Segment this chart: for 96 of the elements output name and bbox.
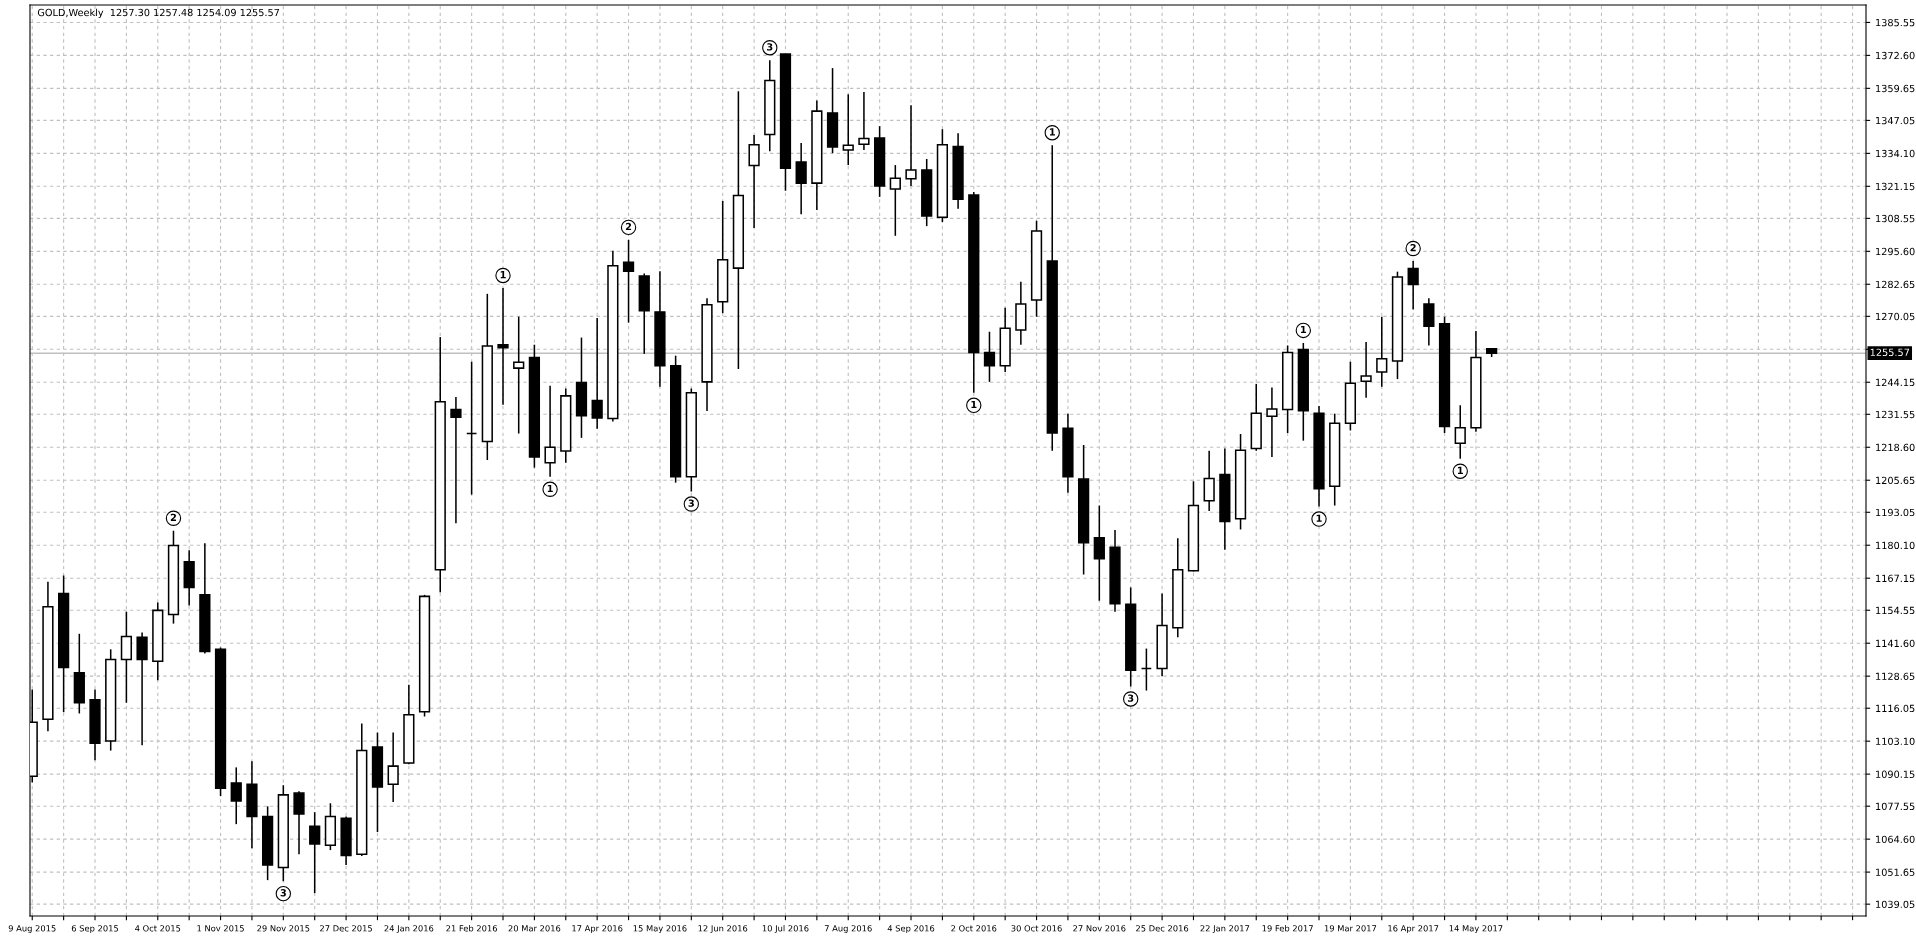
candlestick xyxy=(1093,504,1105,602)
candlestick xyxy=(591,317,603,430)
candlestick xyxy=(983,330,996,383)
x-tick-label: 10 Jul 2016 xyxy=(762,925,809,934)
candlestick xyxy=(905,104,917,187)
y-tick-label: 1205.65 xyxy=(1876,476,1915,485)
x-tick-label: 24 Jan 2016 xyxy=(384,925,434,934)
candlestick xyxy=(1376,315,1388,388)
y-tick-label: 1064.60 xyxy=(1876,835,1915,843)
y-tick-label: 1154.55 xyxy=(1876,606,1915,615)
y-tick-label: 1347.05 xyxy=(1876,116,1915,125)
y-tick-label: 1090.15 xyxy=(1876,770,1915,778)
candlestick xyxy=(513,315,525,435)
candlestick xyxy=(136,631,148,747)
y-tick-label: 1321.15 xyxy=(1876,182,1915,191)
y-tick-label: 1193.05 xyxy=(1876,508,1915,517)
candlestick xyxy=(1454,404,1466,460)
candlestick xyxy=(1140,647,1153,692)
candlestick xyxy=(1360,341,1372,399)
y-tick-label: 1116.05 xyxy=(1876,704,1915,713)
y-tick-label: 1385.55 xyxy=(1876,18,1915,27)
x-tick-label: 7 Aug 2016 xyxy=(824,925,872,934)
y-tick-label: 1334.10 xyxy=(1876,149,1915,158)
annotation: 3 xyxy=(688,499,694,507)
annotation: 1 xyxy=(1301,326,1307,334)
candlestick xyxy=(120,610,133,704)
annotation: 3 xyxy=(1127,694,1134,702)
annotation: 2 xyxy=(170,513,177,521)
y-tick-label: 1128.65 xyxy=(1876,672,1915,680)
candlestick xyxy=(465,361,478,496)
candlestick xyxy=(309,811,321,894)
x-tick-label: 21 Feb 2016 xyxy=(446,925,498,932)
x-tick-label: 2 Oct 2016 xyxy=(951,925,997,932)
x-tick-label: 19 Feb 2017 xyxy=(1262,925,1313,932)
candlestick xyxy=(544,384,556,478)
candlestick xyxy=(889,164,901,237)
annotation: 1 xyxy=(1457,466,1463,474)
x-tick-label: 27 Dec 2015 xyxy=(320,925,372,932)
candlestick xyxy=(387,731,399,803)
y-tick-label: 1295.60 xyxy=(1876,247,1915,256)
y-tick-label: 1372.60 xyxy=(1876,51,1915,60)
y-tick-label: 1359.65 xyxy=(1876,84,1915,93)
annotation: 1 xyxy=(547,484,553,492)
candlestick xyxy=(230,766,242,825)
candlestick xyxy=(1266,386,1278,458)
x-tick-label: 14 May 2017 xyxy=(1449,925,1503,934)
x-tick-label: 27 Nov 2016 xyxy=(1073,925,1126,932)
x-tick-label: 1 Nov 2015 xyxy=(197,925,244,932)
annotation: 1 xyxy=(1316,514,1322,522)
y-tick-label: 1218.60 xyxy=(1876,443,1915,452)
x-tick-label: 12 Jun 2016 xyxy=(698,925,748,934)
x-tick-label: 30 Oct 2016 xyxy=(1011,925,1062,932)
candlestick xyxy=(1423,297,1435,347)
candlestick xyxy=(842,93,854,166)
x-tick-label: 16 Apr 2017 xyxy=(1388,925,1439,934)
x-tick-label: 4 Sep 2016 xyxy=(887,925,935,934)
y-tick-label: 1308.55 xyxy=(1876,214,1915,223)
y-tick-label: 1077.55 xyxy=(1876,802,1915,811)
annotation: 1 xyxy=(500,271,506,279)
candlestick xyxy=(1203,450,1215,512)
annotation: 3 xyxy=(280,889,286,897)
y-tick-label: 1103.10 xyxy=(1876,737,1915,746)
candlestick xyxy=(858,91,870,151)
y-tick-label: 1051.65 xyxy=(1876,868,1915,876)
annotation: 1 xyxy=(1049,128,1055,136)
y-tick-label: 1141.60 xyxy=(1876,639,1915,648)
y-tick-label: 1231.55 xyxy=(1876,410,1915,419)
x-tick-label: 25 Dec 2016 xyxy=(1136,925,1189,932)
chart-title: GOLD,Weekly 1257.30 1257.48 1254.09 1255.57 xyxy=(37,8,280,19)
x-tick-label: 15 May 2016 xyxy=(633,925,687,934)
candlestick xyxy=(748,134,760,229)
y-tick-label: 1282.65 xyxy=(1876,280,1915,289)
y-tick-label: 1180.10 xyxy=(1876,541,1915,550)
x-tick-label: 29 Nov 2015 xyxy=(257,925,310,932)
annotation: 1 xyxy=(971,400,977,408)
x-tick-label: 9 Aug 2015 xyxy=(8,925,56,934)
candlestick xyxy=(622,239,635,324)
x-tick-label: 22 Jan 2017 xyxy=(1200,925,1250,934)
ref-line-label: 1255.57 xyxy=(1870,348,1910,357)
x-tick-label: 20 Mar 2016 xyxy=(508,925,561,932)
candlestick xyxy=(795,142,807,215)
annotation: 2 xyxy=(1410,243,1416,252)
x-tick-label: 6 Sep 2015 xyxy=(71,925,119,934)
x-tick-label: 4 Oct 2015 xyxy=(135,925,181,932)
x-tick-label: 17 Apr 2016 xyxy=(572,925,623,934)
candlestick xyxy=(293,790,305,855)
y-tick-label: 1039.05 xyxy=(1876,900,1915,908)
candlestick xyxy=(497,287,509,406)
x-tick-label: 19 Mar 2017 xyxy=(1324,925,1377,932)
y-tick-label: 1270.05 xyxy=(1876,312,1915,321)
annotation: 2 xyxy=(625,222,632,231)
candlestick xyxy=(1407,260,1419,311)
candlestick xyxy=(450,396,462,525)
annotation: 3 xyxy=(767,43,773,51)
y-tick-label: 1167.15 xyxy=(1876,574,1915,583)
y-tick-label: 1244.15 xyxy=(1876,378,1915,387)
